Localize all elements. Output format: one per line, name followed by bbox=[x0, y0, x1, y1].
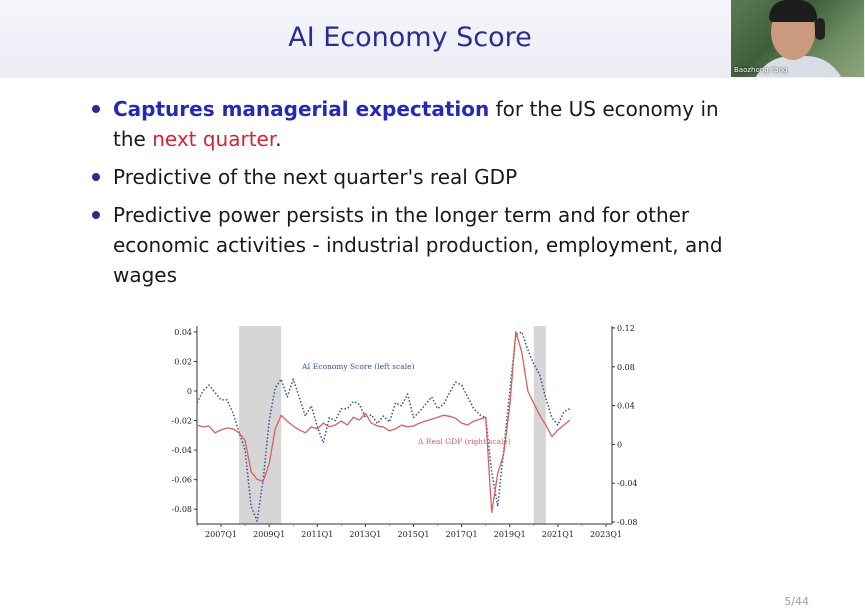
x-tick-label: 2011Q1 bbox=[301, 530, 333, 539]
left-tick-label: -0.04 bbox=[171, 446, 192, 455]
x-tick-label: 2009Q1 bbox=[253, 530, 285, 539]
real-gdp-line bbox=[196, 331, 571, 514]
bullet-item-2: Predictive of the next quarter's real GD… bbox=[92, 162, 742, 192]
recession-band-2 bbox=[533, 326, 546, 524]
gdp-series-label: Δ Real GDP (right scale) bbox=[418, 437, 511, 446]
right-tick-label: 0.08 bbox=[617, 363, 635, 372]
recession-band-1 bbox=[239, 326, 282, 524]
left-tick-label: 0.04 bbox=[174, 328, 192, 337]
left-tick-label: -0.02 bbox=[171, 417, 192, 426]
participant-shoulders bbox=[751, 56, 846, 77]
x-tick-label: 2021Q1 bbox=[542, 530, 574, 539]
ai-series-label: AI Economy Score (left scale) bbox=[301, 362, 415, 371]
x-tick-label: 2017Q1 bbox=[446, 530, 478, 539]
left-tick-label: -0.08 bbox=[171, 505, 192, 514]
x-tick-label: 2007Q1 bbox=[205, 530, 237, 539]
bullet-1-tail: . bbox=[275, 127, 282, 151]
slide-title: AI Economy Score bbox=[288, 22, 532, 53]
participant-hair bbox=[769, 0, 817, 22]
bullet-dot-icon bbox=[92, 105, 100, 113]
bullet-2-text: Predictive of the next quarter's real GD… bbox=[113, 165, 518, 189]
x-tick-label: 2015Q1 bbox=[398, 530, 430, 539]
ai-score-gdp-chart: 0.04 0.02 0 -0.02 -0.04 -0.06 -0.08 0.12 0.08 0.0… bbox=[171, 324, 638, 539]
bullet-item-3: Predictive power persists in the longer … bbox=[92, 200, 742, 290]
right-tick-label: -0.08 bbox=[617, 518, 638, 527]
slide-header bbox=[0, 0, 865, 78]
x-tick-label: 2023Q1 bbox=[590, 530, 622, 539]
left-tick-label: -0.06 bbox=[171, 476, 192, 485]
bullet-1-red: next quarter bbox=[152, 127, 276, 151]
page-number: 5/44 bbox=[784, 595, 809, 608]
right-tick-label: 0.12 bbox=[617, 324, 635, 333]
bullet-1-highlight: Captures managerial expectation bbox=[113, 97, 490, 121]
bullet-dot-icon bbox=[92, 173, 100, 181]
ai-economy-score-line bbox=[196, 331, 571, 522]
x-tick-label: 2013Q1 bbox=[349, 530, 381, 539]
left-tick-label: 0 bbox=[187, 387, 192, 396]
bullet-3-text: Predictive power persists in the longer … bbox=[113, 203, 723, 287]
bullet-dot-icon bbox=[92, 211, 100, 219]
x-tick-label: 2019Q1 bbox=[494, 530, 526, 539]
right-tick-label: 0.04 bbox=[617, 402, 635, 411]
right-tick-label: -0.04 bbox=[617, 479, 638, 488]
bullet-item-1: Captures managerial expectation for the … bbox=[92, 94, 742, 154]
participant-name: Baozhong Yang bbox=[734, 66, 788, 74]
left-tick-label: 0.02 bbox=[174, 357, 192, 366]
headphone-icon bbox=[815, 18, 825, 40]
bullet-list: Captures managerial expectation for the … bbox=[92, 94, 742, 298]
bullet-1-mid: for the US economy in the bbox=[113, 97, 719, 151]
webcam-feed[interactable]: Baozhong Yang bbox=[731, 0, 864, 77]
right-tick-label: 0 bbox=[617, 440, 622, 449]
